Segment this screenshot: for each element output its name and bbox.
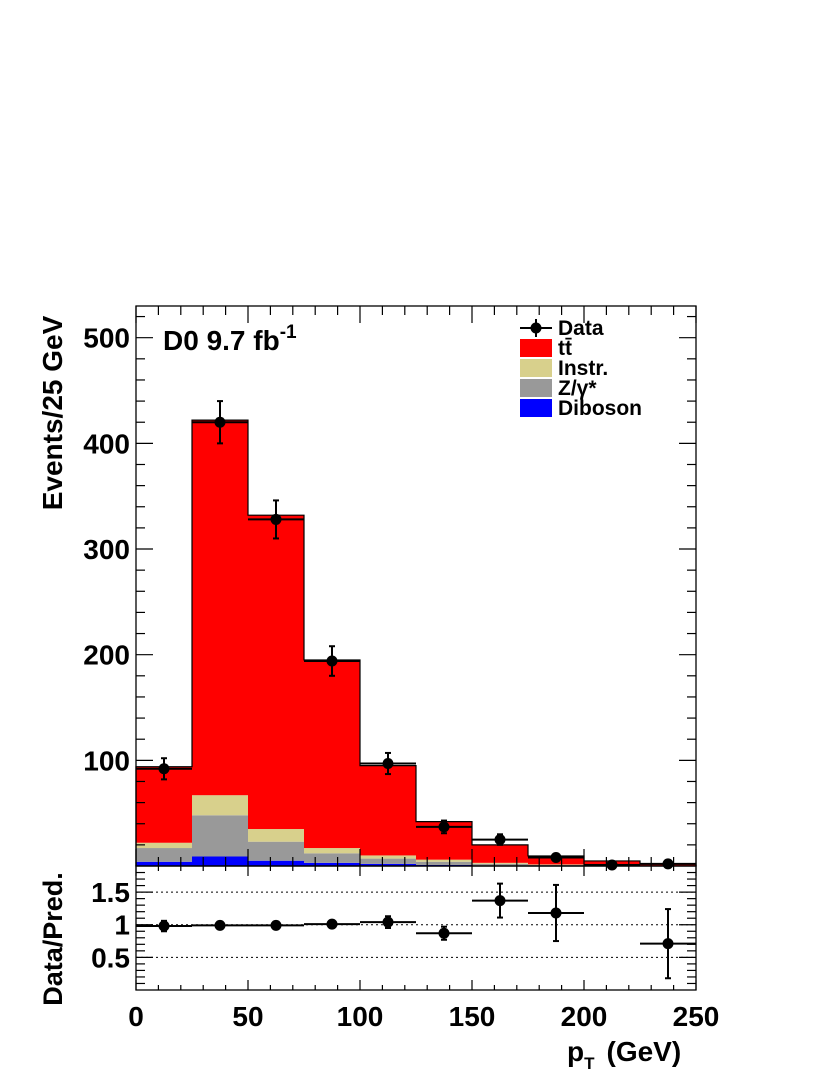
bar-diboson-4 — [360, 863, 416, 866]
y-axis-label: Events/25 GeV — [37, 315, 68, 510]
bar-diboson-0 — [136, 861, 192, 866]
legend-entry-2: Instr. — [520, 357, 608, 380]
ratio-y-tick-label-0.5: 0.5 — [91, 942, 130, 973]
bar-tt-1 — [192, 420, 248, 796]
legend-label-1: tt̄ — [558, 337, 572, 360]
data-point-7 — [528, 852, 584, 864]
data-point-9 — [640, 858, 696, 870]
bar-diboson-2 — [248, 860, 304, 866]
legend-entry-3: Z/γ* — [520, 377, 597, 400]
data-point-5 — [416, 819, 472, 835]
data-point-6 — [472, 833, 528, 846]
bar-instr-1 — [192, 795, 248, 816]
ratio-y-tick-label-1.5: 1.5 — [91, 877, 130, 908]
plot-frames — [135, 305, 697, 991]
legend-label-4: Diboson — [558, 397, 642, 420]
bar-tt-2 — [248, 515, 304, 830]
legend-label-2: Instr. — [558, 357, 608, 380]
legend-swatch-4 — [520, 399, 552, 417]
ratio-plot-frame — [135, 865, 697, 991]
x-tick-label-200: 200 — [561, 1001, 608, 1032]
legend-label-3: Z/γ* — [558, 377, 597, 400]
bar-diboson-3 — [304, 862, 360, 866]
ratio-point-1 — [192, 919, 248, 931]
y-tick-label-300: 300 — [83, 534, 130, 565]
bar-instr-0 — [136, 842, 192, 849]
data-point-1 — [192, 400, 248, 445]
bar-z-0 — [136, 848, 192, 862]
ratio-point-3 — [304, 918, 360, 930]
annotation-luminosity: D0 9.7 fb-1 — [163, 322, 297, 356]
ratio-point-0 — [136, 919, 192, 933]
ratio-y-tick-label-1: 1 — [114, 910, 130, 941]
bar-z-5 — [416, 861, 472, 865]
bar-z-1 — [192, 815, 248, 857]
y-tick-label-100: 100 — [83, 745, 130, 776]
legend-swatch-2 — [520, 359, 552, 377]
data-point-0 — [136, 757, 192, 781]
x-tick-label-100: 100 — [337, 1001, 384, 1032]
legend-swatch-3 — [520, 379, 552, 397]
x-tick-label-0: 0 — [128, 1001, 144, 1032]
bar-z-7 — [528, 864, 584, 866]
y-tick-label-200: 200 — [83, 640, 130, 671]
legend-entry-1: tt̄ — [520, 337, 572, 360]
data-point-2 — [248, 499, 304, 540]
bar-z-6 — [472, 863, 528, 866]
bar-tt-3 — [304, 659, 360, 849]
bar-instr-7 — [528, 864, 584, 865]
bar-z-2 — [248, 841, 304, 861]
ratio-point-2 — [248, 919, 304, 931]
bar-z-4 — [360, 858, 416, 864]
bar-instr-6 — [472, 862, 528, 864]
data-points — [136, 400, 696, 871]
ratio-point-6 — [472, 882, 528, 919]
legend-entry-4: Diboson — [520, 397, 642, 420]
y-tick-label-400: 400 — [83, 428, 130, 459]
bar-instr-2 — [248, 829, 304, 842]
ratio-points — [136, 882, 696, 980]
bar-z-3 — [304, 853, 360, 863]
bar-instr-4 — [360, 855, 416, 859]
bar-instr-3 — [304, 848, 360, 854]
data-point-3 — [304, 645, 360, 677]
x-tick-label-250: 250 — [673, 1001, 720, 1032]
data-point-4 — [360, 751, 416, 776]
x-tick-label-50: 50 — [232, 1001, 263, 1032]
axis-ticks — [135, 306, 697, 990]
ratio-point-7 — [528, 883, 584, 943]
ratio-point-5 — [416, 925, 472, 941]
bar-tt-6 — [472, 844, 528, 863]
ratio-y-axis-label: Data/Pred. — [38, 872, 68, 1006]
bar-tt-4 — [360, 765, 416, 856]
y-tick-label-500: 500 — [83, 323, 130, 354]
bar-diboson-1 — [192, 856, 248, 866]
ratio-reference-lines — [136, 891, 696, 958]
x-tick-label-150: 150 — [449, 1001, 496, 1032]
legend-entry-0: Data — [520, 317, 604, 340]
bar-instr-5 — [416, 859, 472, 862]
legend-swatch-1 — [520, 339, 552, 357]
x-axis-label: pT (GeV) — [567, 1036, 681, 1073]
ratio-point-4 — [360, 915, 416, 929]
tick-labels: 100 200 300 400 500 0.511.5 0 50 100 150 200 250 — [83, 323, 719, 1032]
ratio-point-8 — [640, 908, 696, 980]
legend-label-0: Data — [558, 317, 604, 340]
